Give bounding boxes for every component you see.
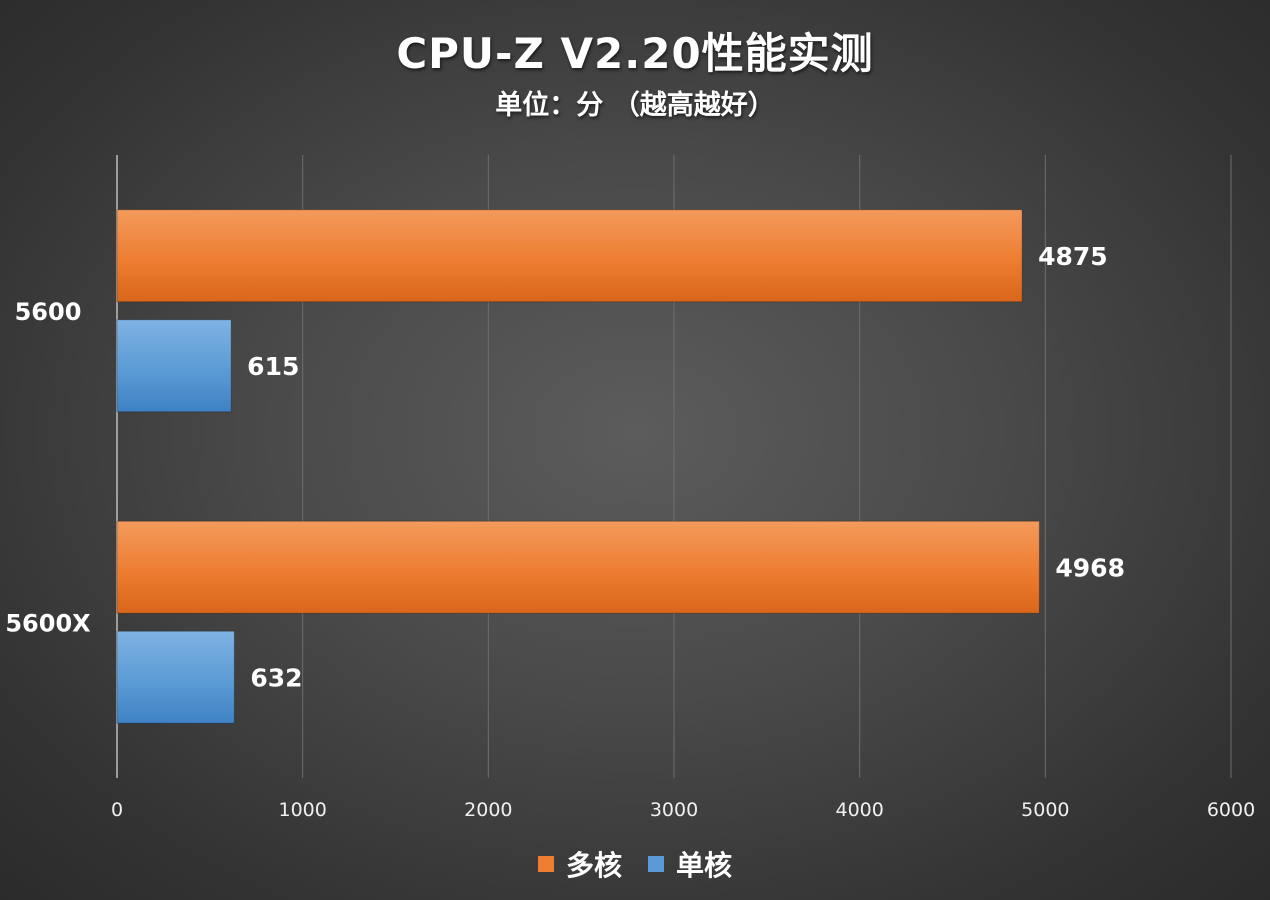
x-tick-label: 5000 — [1021, 799, 1069, 821]
data-label: 615 — [247, 352, 299, 381]
bar-singlecore — [116, 630, 235, 724]
bar-singlecore — [116, 319, 232, 413]
legend-swatch-multicore — [537, 856, 554, 872]
x-tick-label: 0 — [111, 799, 123, 821]
data-label: 4875 — [1038, 242, 1108, 271]
data-label: 632 — [250, 663, 302, 692]
category-label: 5600 — [15, 298, 82, 326]
bar-multicore — [116, 520, 1040, 614]
legend-label-singlecore: 单核 — [676, 849, 733, 882]
x-tick-label: 2000 — [464, 799, 512, 821]
x-tick-label: 6000 — [1207, 799, 1255, 821]
legend-item-singlecore: 单核 — [648, 844, 732, 884]
bar-multicore — [116, 209, 1023, 303]
x-tick-label: 1000 — [278, 799, 326, 821]
chart-subtitle: 单位：分 （越高越好） — [495, 90, 775, 121]
category-label: 5600X — [5, 609, 91, 637]
legend-label-multicore: 多核 — [565, 849, 622, 882]
legend: 多核 单核 — [0, 844, 1270, 884]
data-label: 4968 — [1055, 553, 1125, 582]
x-tick-label: 3000 — [650, 799, 698, 821]
chart-title: CPU-Z V2.20性能实测 — [396, 29, 874, 78]
x-tick-label: 4000 — [835, 799, 883, 821]
legend-item-multicore: 多核 — [537, 844, 622, 884]
legend-swatch-singlecore — [648, 856, 664, 872]
